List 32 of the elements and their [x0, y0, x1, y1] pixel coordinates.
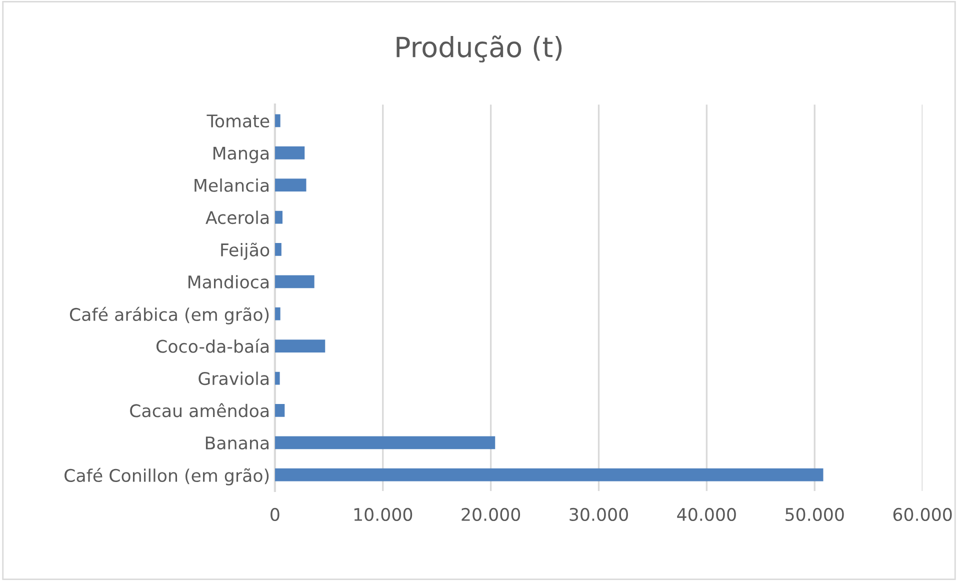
x-tick-label: 60.000 — [893, 508, 952, 522]
bar — [274, 114, 280, 128]
y-tick-label: Manga — [214, 146, 269, 164]
y-tick-label: Café arábica (em grão) — [70, 306, 269, 324]
x-tick-label: 10.000 — [354, 508, 412, 522]
chart-title: Produção (t) — [396, 35, 562, 62]
bar — [274, 468, 824, 482]
bar — [274, 243, 282, 256]
bar — [274, 307, 280, 320]
bar — [274, 436, 496, 450]
y-tick-label: Feijão — [221, 242, 270, 260]
y-tick-label: Coco-da-baía — [156, 338, 269, 353]
bar — [274, 275, 314, 288]
bar — [274, 178, 306, 192]
y-tick-label: Melancia — [194, 178, 269, 192]
x-tick-label: 50.000 — [786, 508, 844, 522]
x-tick-label: 20.000 — [462, 508, 520, 522]
bar — [274, 404, 285, 417]
y-tick-label: Acerola — [206, 210, 269, 224]
y-tick-label: Tomate — [206, 114, 270, 128]
y-tick-label: Café Conillon (em grão) — [64, 468, 269, 486]
x-tick-label: 30.000 — [570, 508, 628, 522]
y-tick-label: Graviola — [198, 372, 269, 386]
bar — [274, 146, 305, 160]
x-tick-label: 0 — [270, 508, 280, 522]
y-tick-label: Banana — [206, 436, 269, 450]
y-tick-label: Cacau amêndoa — [130, 403, 269, 418]
bar — [274, 372, 280, 385]
x-tick-label: 40.000 — [677, 508, 736, 522]
y-tick-label: Mandioca — [188, 275, 269, 289]
bar — [274, 340, 326, 352]
bar — [274, 210, 282, 224]
